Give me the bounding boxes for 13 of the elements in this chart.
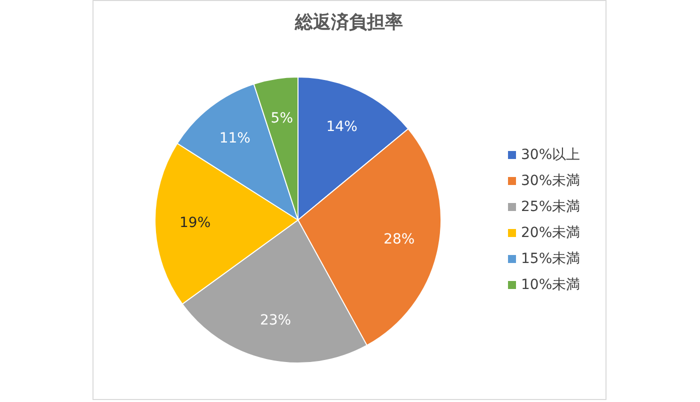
chart-title: 総返済負担率 bbox=[294, 12, 403, 33]
data-label: 14% bbox=[326, 118, 358, 135]
data-label: 5% bbox=[270, 110, 294, 126]
legend-label: 30%以上 bbox=[521, 147, 580, 163]
data-label: 23% bbox=[260, 312, 292, 328]
legend-label: 10%未満 bbox=[521, 277, 580, 293]
legend-label: 20%未満 bbox=[521, 225, 580, 241]
legend-label: 15%未満 bbox=[521, 251, 580, 267]
legend-label: 30%未満 bbox=[521, 173, 580, 189]
data-label: 11% bbox=[219, 130, 250, 147]
data-label: 19% bbox=[180, 215, 211, 232]
legend-label: 25%未満 bbox=[521, 199, 580, 215]
data-label: 28% bbox=[384, 231, 415, 248]
